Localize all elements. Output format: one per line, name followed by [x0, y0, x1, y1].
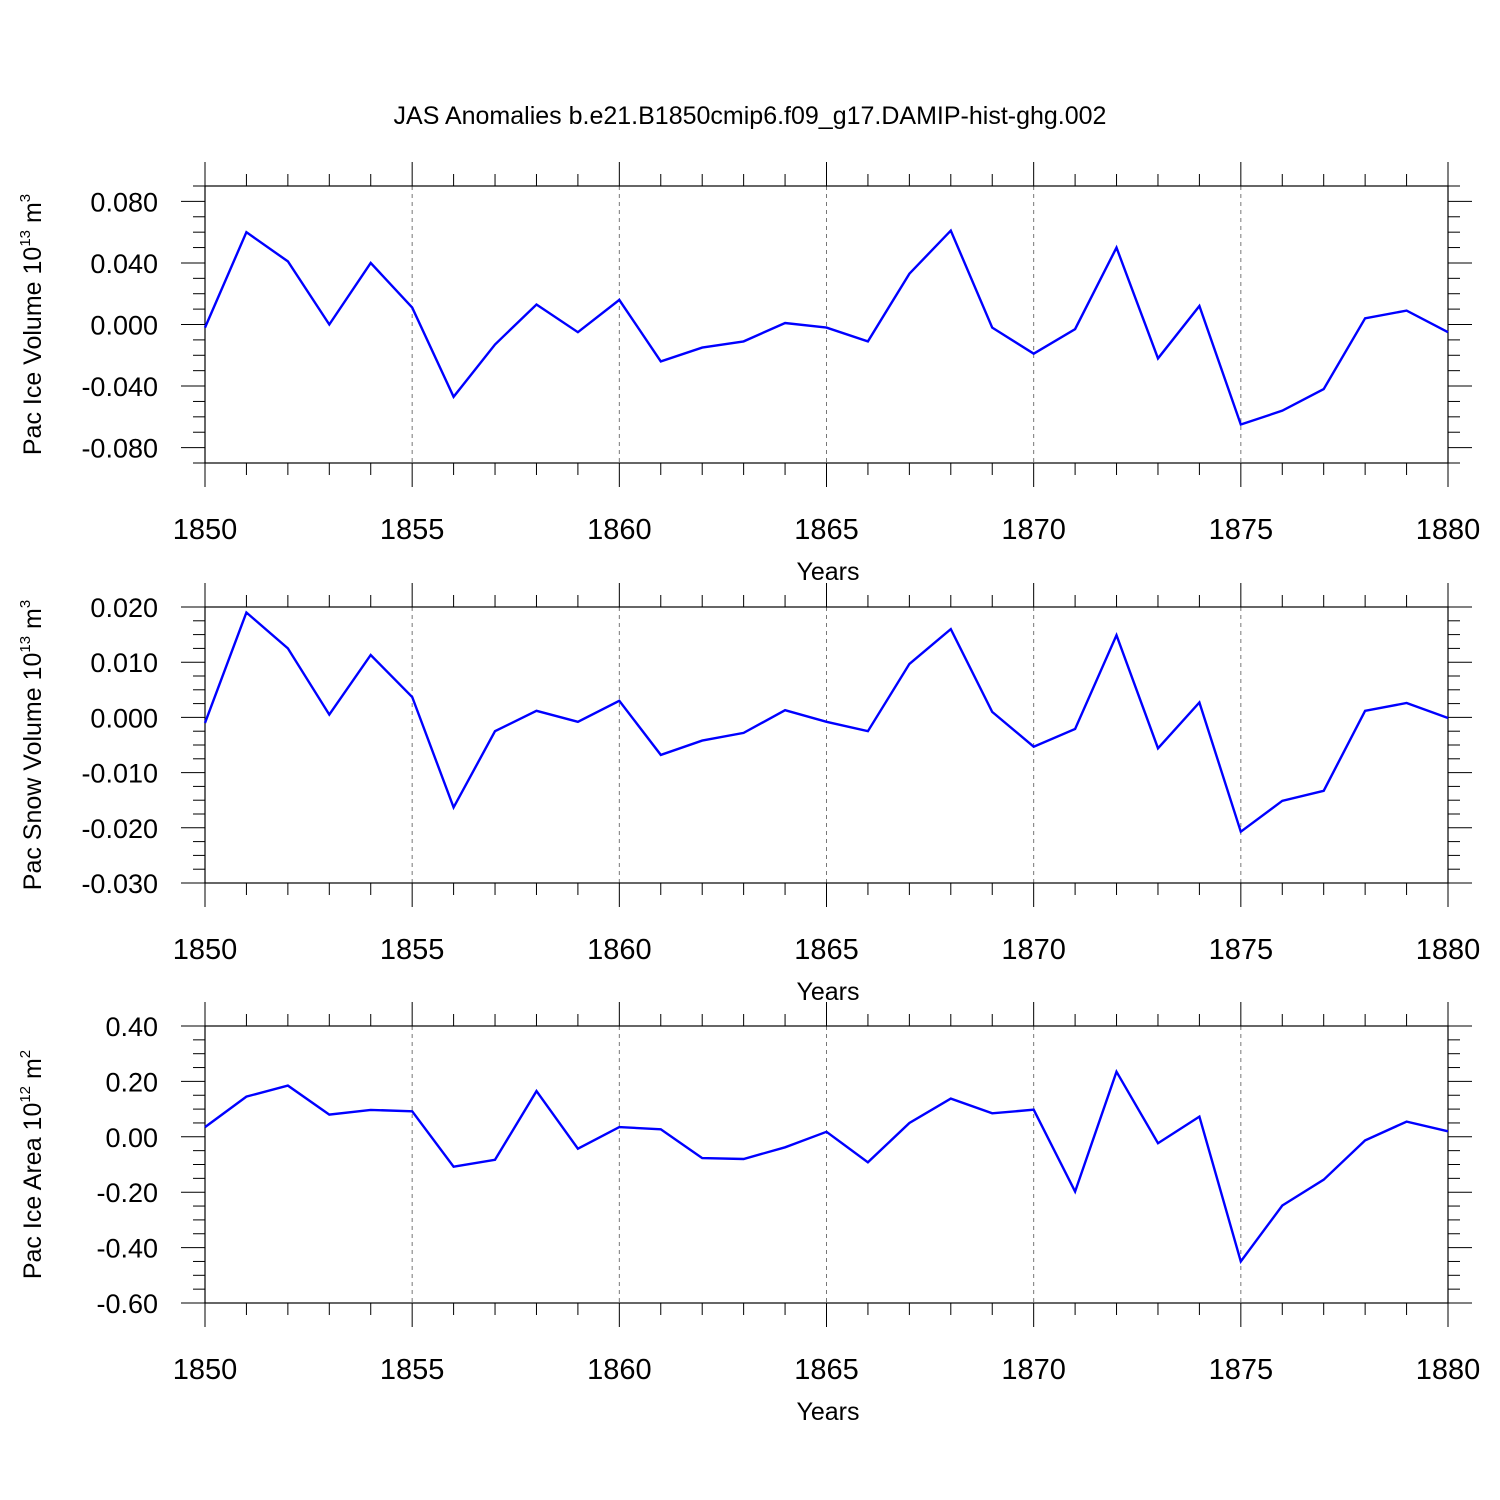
y-axis-title-text: Pac Snow Volume 10: [19, 653, 47, 891]
x-tick-label: 1870: [1001, 514, 1066, 546]
series-line: [203, 228, 1449, 427]
x-tick-label: 1855: [380, 1354, 445, 1386]
y-axis-title: Pac Snow Volume 1013 m3: [17, 600, 47, 890]
y-tick-label: 0.000: [90, 703, 158, 733]
y-tick-label: 0.000: [90, 311, 158, 341]
y-tick-label: 0.20: [105, 1067, 158, 1097]
y-tick-label: -0.040: [81, 372, 158, 402]
y-axis-title-unit-exponent: 3: [17, 194, 34, 202]
x-tick-label: 1855: [380, 514, 445, 546]
chart-title: JAS Anomalies b.e21.B1850cmip6.f09_g17.D…: [394, 102, 1107, 130]
y-tick-label: -0.030: [81, 869, 158, 899]
y-axis-title-unit: m: [19, 1058, 47, 1086]
x-tick-label: 1855: [380, 934, 445, 966]
x-tick-label: 1875: [1209, 1354, 1274, 1386]
series-line: [203, 610, 1449, 834]
y-axis-title-exponent: 12: [17, 1086, 34, 1103]
y-axis-title-unit-exponent: 3: [17, 600, 34, 608]
y-tick-label: -0.40: [96, 1234, 158, 1264]
x-tick-label: 1880: [1416, 514, 1481, 546]
y-tick-label: 0.010: [90, 648, 158, 678]
x-tick-label: 1850: [173, 514, 238, 546]
x-tick-label: 1860: [587, 934, 652, 966]
y-tick-label: 0.020: [90, 593, 158, 623]
x-tick-label: 1860: [587, 514, 652, 546]
y-axis-title: Pac Ice Volume 1013 m3: [17, 194, 47, 455]
x-axis-title: Years: [796, 978, 859, 1006]
y-axis-title-exponent: 13: [17, 230, 34, 247]
x-tick-label: 1875: [1209, 514, 1274, 546]
y-axis-title-exponent: 13: [17, 636, 34, 653]
x-tick-label: 1880: [1416, 1354, 1481, 1386]
y-axis-title: Pac Ice Area 1012 m2: [17, 1050, 47, 1279]
y-axis-title-unit-exponent: 2: [17, 1050, 34, 1058]
chart-panel-2: 1850 1855 1860 1865 1870 1875 1880 0.020 0.010 0.…: [17, 583, 1480, 1006]
y-tick-label: 0.00: [105, 1123, 158, 1153]
y-axis-title-unit: m: [19, 608, 47, 636]
x-tick-label: 1850: [173, 934, 238, 966]
y-axis-title-unit: m: [19, 202, 47, 230]
x-tick-label: 1860: [587, 1354, 652, 1386]
x-tick-label: 1870: [1001, 1354, 1066, 1386]
x-tick-label: 1850: [173, 1354, 238, 1386]
x-axis-title: Years: [796, 1398, 859, 1426]
y-tick-label: 0.080: [90, 187, 158, 217]
x-tick-label: 1875: [1209, 934, 1274, 966]
panels: 1850 1855 1860 1865 1870 1875 1880 0.080 0.040 0.…: [17, 162, 1480, 1426]
x-axis-title: Years: [796, 558, 859, 586]
y-tick-label: 0.040: [90, 249, 158, 279]
y-tick-label: -0.020: [81, 814, 158, 844]
chart-panel-3: 1850 1855 1860 1865 1870 1875 1880 0.40 0.20 0.00…: [17, 1002, 1480, 1426]
chart-panel-1: 1850 1855 1860 1865 1870 1875 1880 0.080 0.040 0.…: [17, 162, 1480, 586]
x-tick-label: 1865: [794, 514, 859, 546]
y-tick-label: -0.60: [96, 1289, 158, 1319]
x-tick-label: 1870: [1001, 934, 1066, 966]
y-tick-label: -0.010: [81, 759, 158, 789]
y-tick-label: -0.080: [81, 434, 158, 464]
series-line: [204, 1068, 1449, 1265]
x-tick-label: 1865: [794, 1354, 859, 1386]
x-tick-label: 1880: [1416, 934, 1481, 966]
y-tick-label: -0.20: [96, 1178, 158, 1208]
y-tick-label: 0.40: [105, 1012, 158, 1042]
y-axis-title-text: Pac Ice Area 10: [19, 1103, 47, 1280]
y-axis-title-text: Pac Ice Volume 10: [19, 247, 47, 455]
x-tick-label: 1865: [794, 934, 859, 966]
